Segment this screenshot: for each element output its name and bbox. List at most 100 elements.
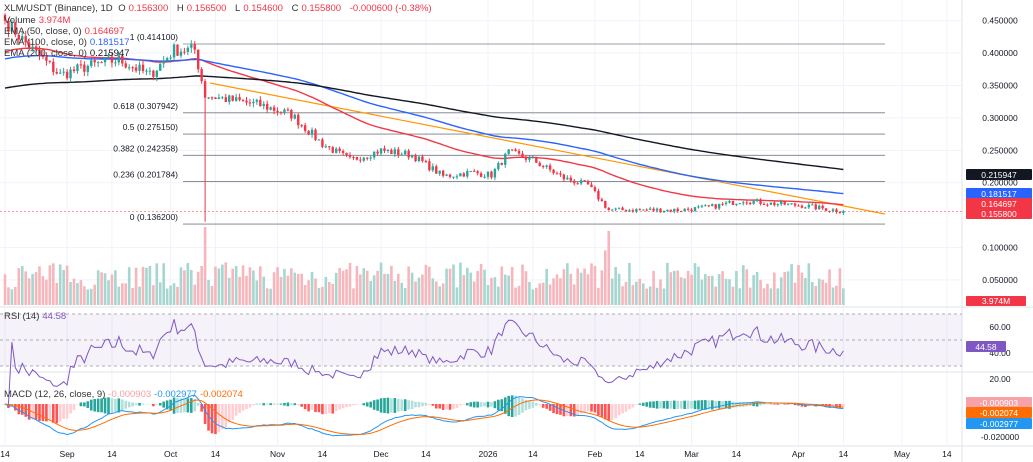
volume-bar (138, 286, 141, 305)
macd-histogram-bar (469, 402, 473, 407)
macd-histogram-bar (397, 398, 400, 412)
candle-body (169, 57, 172, 59)
volume-bar (52, 263, 55, 305)
candle-body (776, 204, 779, 206)
candle-body (780, 201, 783, 205)
volume-bar (566, 263, 569, 305)
volume-bar (290, 268, 293, 305)
macd-legend[interactable]: MACD (12, 26, close, 9) -0.000903 -0.00297… (4, 389, 243, 400)
volume-bar (303, 284, 307, 305)
volume-bar (259, 266, 262, 305)
macd-histogram-bar (79, 402, 83, 407)
volume-bar (272, 272, 276, 305)
volume-bar (659, 279, 662, 305)
volume-bar (79, 280, 83, 305)
macd-histogram-bar (614, 404, 617, 419)
volume-bar (162, 263, 165, 305)
ema200-legend[interactable]: EMA (200, close, 0) 0.215947 (4, 48, 130, 59)
volume-legend[interactable]: Volume 3.974M (4, 15, 71, 26)
candle-body (707, 205, 710, 207)
macd-histogram-bar (679, 400, 683, 409)
volume-bar (186, 263, 190, 305)
candle-body (542, 166, 545, 168)
candle-body (72, 69, 76, 72)
volume-bar (110, 274, 114, 305)
macd-histogram-bar (307, 404, 310, 412)
price-axis-label: 0.300000 (982, 113, 1018, 123)
price-axis-label: 0.050000 (982, 275, 1018, 285)
volume-bar (365, 270, 369, 305)
volume-bar (338, 267, 341, 305)
candle-body (724, 202, 728, 205)
volume-bar (638, 278, 642, 305)
ema50-legend[interactable]: EMA (50, close, 0) 0.164697 (4, 26, 125, 37)
price-axis-label: 0.400000 (982, 48, 1018, 58)
time-axis-label: Mar (684, 449, 699, 459)
candle-body (531, 157, 535, 159)
candle-body (372, 151, 376, 158)
candle-body (393, 149, 397, 154)
rsi-axis-label: 60.00 (989, 322, 1011, 332)
macd-histogram-bar (72, 404, 76, 410)
volume-bar (69, 282, 72, 305)
macd-histogram-bar (583, 404, 586, 412)
price-tag (966, 208, 1032, 219)
candle-body (407, 150, 410, 158)
volume-bar (835, 285, 838, 305)
macd-histogram-bar (535, 402, 538, 406)
candle-body (352, 156, 355, 158)
macd-histogram-bar (193, 399, 197, 412)
macd-histogram-bar (783, 404, 786, 405)
volume-bar (190, 269, 193, 305)
rsi-tag-label: 44.58 (975, 342, 997, 352)
change-value: -0.000600 (-0.38%) (349, 3, 432, 14)
candle-body (793, 203, 797, 206)
macd-histogram-bar (331, 404, 335, 414)
candle-body (428, 161, 431, 171)
candle-body (597, 191, 600, 200)
macd-histogram-bar (610, 404, 614, 421)
rsi-legend[interactable]: RSI (14) 44.58 (4, 311, 67, 322)
macd-histogram-bar (310, 404, 314, 410)
candle-body (717, 203, 721, 209)
macd-histogram-bar (472, 401, 476, 408)
candle-body (138, 64, 141, 71)
macd-line (4, 394, 844, 437)
volume-bar (655, 287, 659, 305)
candle-body (366, 157, 369, 159)
candle-body (617, 207, 621, 209)
volume-bar (334, 272, 338, 305)
candle-body (583, 180, 586, 182)
macd-histogram-bar (576, 404, 579, 417)
macd-histogram-bar (528, 400, 531, 409)
candle-body (404, 150, 407, 155)
volume-bar (279, 276, 283, 305)
volume-bar (331, 283, 335, 305)
ema100-legend[interactable]: EMA (100, close, 0) 0.181517 (4, 37, 130, 48)
candle-body (548, 165, 552, 170)
candle-body (341, 150, 345, 153)
macd-histogram-bar (531, 401, 535, 408)
macd-histogram-bar (248, 404, 252, 408)
macd-tag-label: -0.002074 (980, 408, 1019, 418)
candle-body (331, 147, 334, 153)
macd-histogram-bar (624, 404, 628, 412)
open-value: 0.156300 (128, 3, 169, 14)
candle-body (586, 181, 590, 185)
volume-bar (755, 271, 759, 305)
macd-histogram-bar (303, 404, 307, 410)
macd-histogram-bar (676, 400, 680, 409)
macd-histogram-bar (127, 401, 131, 408)
candle-body (538, 162, 541, 167)
volume-bar (424, 264, 428, 305)
candle-body (804, 207, 807, 209)
volume-bar (245, 275, 248, 305)
candle-body (842, 211, 845, 214)
volume-bar (421, 274, 424, 305)
volume-bar (793, 282, 797, 305)
macd-histogram-bar (183, 398, 186, 413)
candle-body (711, 204, 714, 207)
macd-histogram-bar (424, 402, 428, 406)
candle-body (314, 129, 317, 140)
